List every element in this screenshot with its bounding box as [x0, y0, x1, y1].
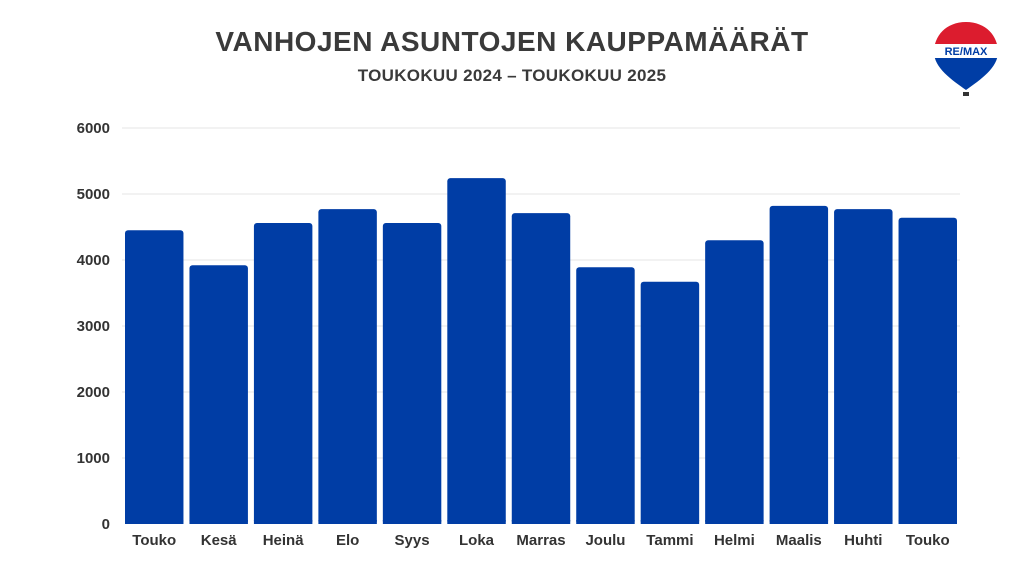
- x-tick-label: Helmi: [714, 532, 755, 549]
- bar-base: [898, 520, 957, 524]
- chart-subtitle: TOUKOKUU 2024 – TOUKOKUU 2025: [357, 66, 667, 85]
- bar-joulu: [576, 267, 635, 524]
- bar-kesä: [189, 265, 248, 524]
- y-tick-label: 3000: [77, 318, 110, 335]
- x-tick-label: Joulu: [585, 532, 625, 549]
- remax-logo: RE/MAX: [934, 22, 998, 96]
- bar-base: [576, 520, 635, 524]
- bar-base: [640, 520, 700, 524]
- bar-touko: [125, 230, 184, 525]
- x-tick-label: Touko: [132, 532, 176, 549]
- y-tick-label: 2000: [77, 384, 110, 401]
- bar-syys: [382, 223, 442, 525]
- bar-marras: [511, 213, 571, 524]
- remax-logo-text: RE/MAX: [945, 46, 988, 58]
- bar-touko: [898, 217, 957, 524]
- x-tick-label: Marras: [516, 532, 565, 549]
- x-tick-label: Huhti: [844, 532, 882, 549]
- x-tick-label: Loka: [459, 532, 495, 549]
- y-tick-label: 0: [102, 516, 110, 533]
- y-tick-label: 5000: [77, 186, 110, 203]
- bar-tammi: [640, 281, 700, 524]
- x-tick-label: Syys: [395, 532, 430, 549]
- x-tick-label: Touko: [906, 532, 950, 549]
- x-tick-label: Tammi: [646, 532, 693, 549]
- y-tick-label: 4000: [77, 252, 110, 269]
- bar-elo: [318, 209, 377, 524]
- bar-base: [318, 520, 377, 524]
- y-tick-label: 1000: [77, 450, 110, 467]
- bar-helmi: [705, 240, 764, 524]
- bar-base: [769, 520, 829, 524]
- x-tick-label: Elo: [336, 532, 359, 549]
- y-tick-label: 6000: [77, 120, 110, 137]
- bar-base: [447, 520, 506, 524]
- x-tick-label: Heinä: [263, 532, 305, 549]
- bar-loka: [447, 178, 506, 524]
- bar-base: [382, 520, 442, 524]
- x-tick-label: Maalis: [776, 532, 822, 549]
- bar-base: [189, 520, 248, 524]
- bar-heinä: [253, 223, 313, 525]
- bar-maalis: [769, 205, 829, 524]
- bar-base: [125, 520, 184, 524]
- bar-base: [834, 520, 893, 524]
- x-tick-label: Kesä: [201, 532, 238, 549]
- bar-huhti: [834, 209, 893, 524]
- bar-base: [705, 520, 764, 524]
- bar-base: [253, 520, 313, 524]
- bar-base: [511, 520, 571, 524]
- chart-title: VANHOJEN ASUNTOJEN KAUPPAMÄÄRÄT: [215, 26, 809, 57]
